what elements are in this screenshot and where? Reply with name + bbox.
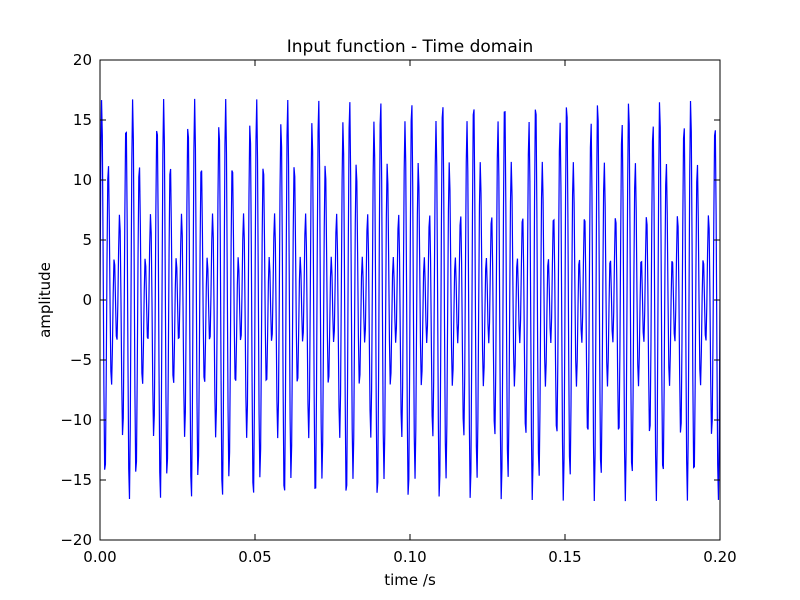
y-tick-label: 10	[73, 171, 92, 189]
y-tick-label: 15	[73, 111, 92, 129]
y-axis-label: amplitude	[36, 262, 54, 338]
x-tick-label: 0.15	[548, 548, 581, 566]
y-tick-label: −15	[60, 471, 92, 489]
series-line-0	[100, 98, 720, 502]
x-tick-label: 0.00	[83, 548, 116, 566]
y-tick-label: 20	[73, 51, 92, 69]
chart-title: Input function - Time domain	[287, 37, 533, 57]
x-tick-label: 0.20	[703, 548, 736, 566]
x-tick-label: 0.10	[393, 548, 426, 566]
x-tick-label: 0.05	[238, 548, 271, 566]
series-layer	[100, 98, 720, 502]
x-axis: 0.00 0.05 0.10 0.15 0.20	[83, 60, 737, 566]
y-tick-label: 5	[82, 231, 92, 249]
y-tick-label: −20	[60, 531, 92, 549]
y-tick-label: 0	[82, 291, 92, 309]
y-tick-label: −10	[60, 411, 92, 429]
y-axis: −20 −15 −10 −5 0 5 10 15 20	[60, 51, 720, 549]
y-tick-label: −5	[70, 351, 92, 369]
x-axis-label: time /s	[384, 571, 436, 589]
